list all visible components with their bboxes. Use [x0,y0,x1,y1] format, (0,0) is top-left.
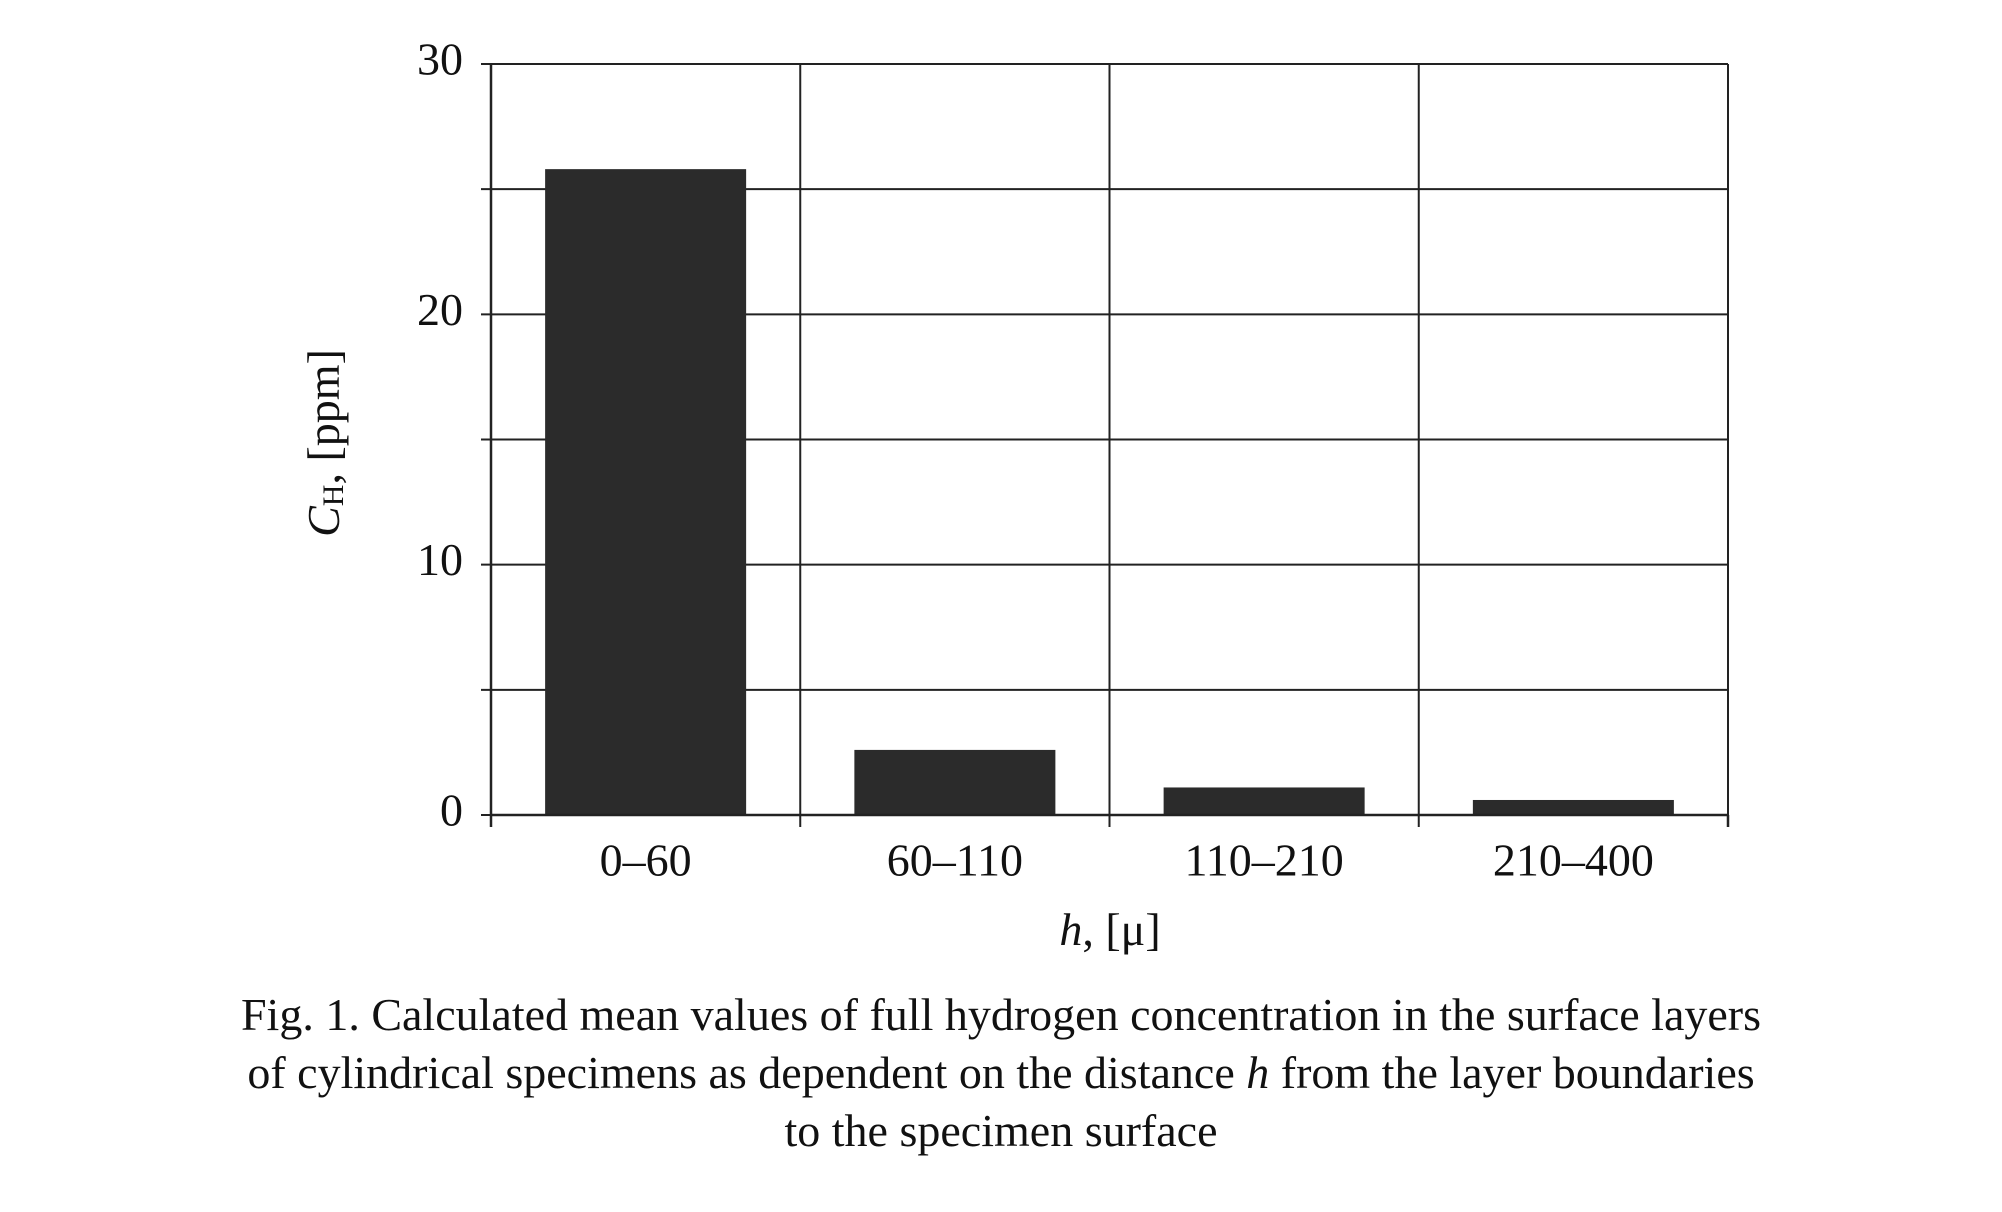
caption-line: to the specimen surface [785,1105,1218,1156]
x-tick-label: 0–60 [600,835,692,886]
bar [1472,799,1674,815]
y-label-subscript: H [317,485,350,507]
x-tick-label: 210–400 [1493,835,1654,886]
y-axis-label: CH, [ppm] [298,349,350,537]
y-label-symbol: C [298,505,349,537]
y-tick-label: 10 [417,534,463,585]
bar [545,169,747,815]
x-label-symbol: h [1059,904,1082,955]
caption-line: of cylindrical specimens as dependent on… [247,1047,1754,1098]
caption-line: Fig. 1. Calculated mean values of full h… [241,989,1761,1040]
caption-text: Fig. 1. Calculated mean values of full h… [241,989,1761,1040]
caption-symbol: h [1246,1047,1269,1098]
y-tick-label: 0 [440,785,463,836]
x-tick-label: 110–210 [1184,835,1343,886]
y-tick-label: 20 [417,284,463,335]
caption-text: to the specimen surface [785,1105,1218,1156]
x-tick-label: 60–110 [887,835,1023,886]
x-axis-label: h, [μ] [1059,904,1160,955]
caption-text: from the layer boundaries [1269,1047,1754,1098]
y-tick-label: 30 [417,34,463,85]
bar [1163,787,1365,815]
x-label-unit: , [μ] [1082,904,1160,955]
caption-text: of cylindrical specimens as dependent on… [247,1047,1246,1098]
y-label-unit: , [ppm] [298,349,349,484]
bar [854,749,1056,815]
